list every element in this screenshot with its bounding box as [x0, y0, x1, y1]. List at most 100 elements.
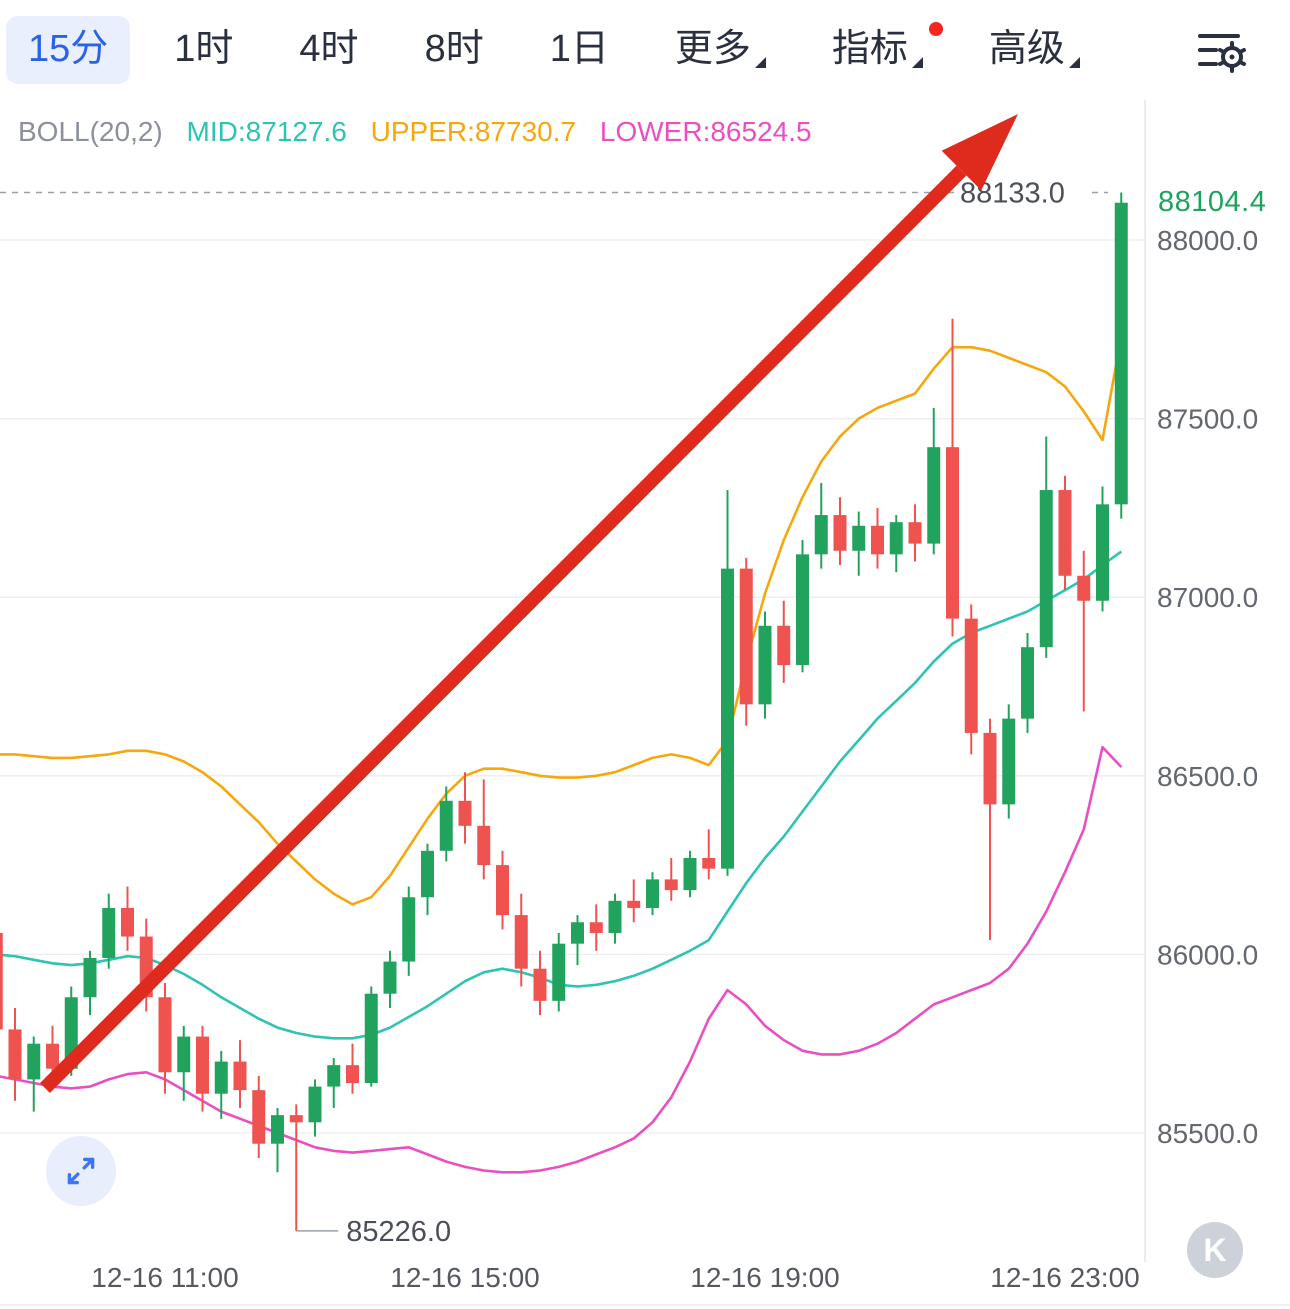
candle-body — [889, 522, 903, 555]
low-price-label: 85226.0 — [346, 1216, 451, 1248]
candle-body — [308, 1086, 322, 1123]
candle-body — [646, 879, 659, 908]
candle-body — [421, 850, 434, 898]
candle-body — [758, 625, 772, 705]
price-tick-label: 86000.0 — [1157, 939, 1258, 970]
time-axis-labels: 12-16 11:00 12-16 15:00 12-16 19:00 12-16 2… — [91, 1262, 1139, 1293]
candle-body — [496, 865, 509, 916]
candle-body — [571, 922, 584, 944]
candle-body — [271, 1115, 284, 1144]
time-tick-label: 12-16 11:00 — [91, 1262, 238, 1293]
candle-body — [1096, 504, 1109, 601]
candle-body — [402, 897, 416, 962]
price-tick-label: 86500.0 — [1157, 761, 1258, 792]
indicators-menu[interactable]: 指标 — [810, 16, 945, 84]
candle-body — [1039, 490, 1053, 648]
time-tick-label: 12-16 19:00 — [690, 1262, 839, 1293]
candle-body — [158, 997, 172, 1073]
candle-body — [289, 1115, 303, 1123]
candle-body — [927, 447, 941, 544]
tab-1d-label: 1日 — [549, 28, 609, 71]
candle-body — [946, 447, 959, 619]
candle-body — [177, 1036, 191, 1073]
time-tick-label: 12-16 15:00 — [390, 1262, 539, 1293]
candle-body — [0, 932, 3, 1030]
candle-body — [8, 1029, 22, 1080]
trend-arrow-annotation — [40, 114, 1018, 1093]
candle-body — [608, 900, 622, 933]
candle-body — [439, 800, 453, 851]
expand-arrows-icon — [67, 1157, 95, 1185]
candle-body — [46, 1043, 59, 1069]
more-menu[interactable]: 更多 — [653, 16, 788, 84]
candle-body — [477, 825, 491, 866]
candle-body — [908, 522, 922, 544]
tab-1h[interactable]: 1时 — [152, 16, 255, 84]
candle-body — [83, 957, 97, 998]
tab-1h-label: 1时 — [174, 28, 234, 71]
dropdown-triangle-icon — [911, 56, 923, 68]
low-price-marker: 85226.0 — [296, 1216, 451, 1248]
candle-body — [796, 554, 809, 666]
advanced-menu[interactable]: 高级 — [967, 16, 1102, 84]
candle-body — [777, 625, 791, 666]
brand-watermark: K — [1187, 1222, 1243, 1278]
candle-body — [252, 1090, 266, 1144]
candle-body — [589, 922, 603, 933]
candle-body — [702, 857, 716, 869]
dropdown-triangle-icon — [1068, 56, 1080, 68]
candle-body — [533, 968, 547, 1001]
notification-dot — [928, 22, 943, 37]
candle-body — [196, 1036, 209, 1094]
candles-layer — [0, 192, 1128, 1231]
advanced-menu-label: 高级 — [988, 28, 1065, 71]
candle-body — [683, 857, 697, 891]
time-tick-label: 12-16 23:00 — [990, 1262, 1139, 1293]
tab-4h[interactable]: 4时 — [277, 16, 380, 84]
candle-body — [964, 618, 978, 733]
candle-body — [739, 568, 753, 705]
boll-upper-line — [0, 335, 1123, 906]
candle-body — [346, 1065, 359, 1083]
candle-body — [721, 568, 734, 869]
chart-area[interactable]: BOLL(20,2) MID:87127.6 UPPER:87730.7 LOW… — [0, 100, 1290, 1309]
candle-body — [27, 1043, 41, 1080]
tab-8h-label: 8时 — [424, 28, 484, 71]
tab-15min[interactable]: 15分 — [6, 16, 131, 84]
candle-body — [1114, 202, 1128, 505]
candle-body — [552, 943, 566, 1001]
price-tick-label: 88000.0 — [1157, 225, 1258, 256]
candle-body — [102, 907, 116, 958]
price-gridlines: 88000.0 87500.0 87000.0 86500.0 86000.0 85500… — [0, 100, 1290, 1306]
candle-body — [983, 732, 997, 805]
candle-body — [1058, 490, 1072, 576]
candle-body — [233, 1061, 247, 1091]
candlestick-chart[interactable]: 88000.0 87500.0 87000.0 86500.0 86000.0 85500… — [0, 100, 1290, 1309]
tab-15min-label: 15分 — [28, 28, 109, 71]
candle-body — [121, 907, 134, 937]
candle-body — [833, 515, 847, 551]
indicators-menu-label: 指标 — [831, 28, 908, 71]
candle-body — [364, 993, 378, 1083]
dropdown-triangle-icon — [754, 56, 766, 68]
more-menu-label: 更多 — [674, 28, 751, 71]
candle-body — [514, 915, 528, 969]
tab-1d[interactable]: 1日 — [528, 16, 631, 84]
fullscreen-button[interactable] — [46, 1136, 116, 1206]
tab-8h[interactable]: 8时 — [403, 16, 506, 84]
candle-body — [1021, 647, 1034, 719]
price-tick-label: 85500.0 — [1157, 1118, 1258, 1149]
tab-4h-label: 4时 — [299, 28, 359, 71]
candle-body — [852, 525, 866, 551]
chart-settings-button[interactable] — [1194, 26, 1250, 74]
candle-body — [383, 961, 397, 994]
candle-body — [627, 900, 641, 908]
candle-body — [664, 879, 678, 891]
candle-body — [327, 1065, 341, 1087]
candle-body — [214, 1061, 228, 1094]
current-price-label: 88104.4 — [1158, 186, 1267, 218]
candle-body — [814, 515, 828, 555]
candle-body — [458, 800, 472, 826]
candle-body — [871, 525, 884, 555]
